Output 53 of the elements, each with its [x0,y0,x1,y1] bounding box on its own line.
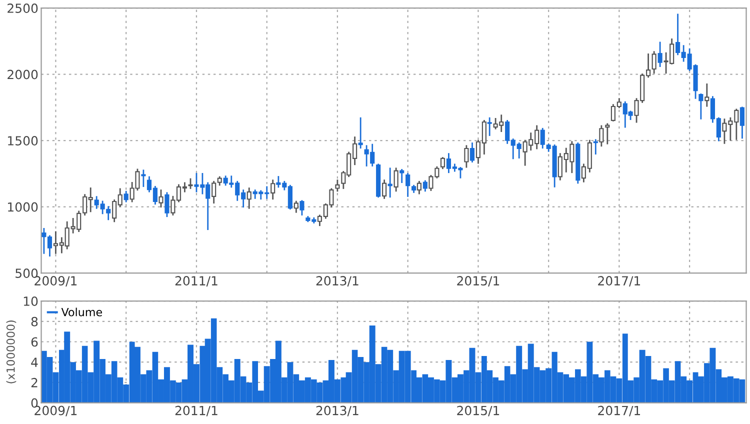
candlestick [464,145,469,168]
x-tick-label: 2017/1 [598,406,640,416]
candlestick [605,123,610,144]
candlestick [704,84,710,107]
candlestick [599,125,604,147]
candlestick [698,93,704,120]
x-tick-label: 2015/1 [457,276,500,286]
candlestick [440,157,446,170]
candlestick [394,168,398,192]
y-tick-label: 10 [24,296,38,306]
y-tick-label: 2000 [8,70,38,80]
candlestick [400,169,404,183]
y-tick-label: 500 [16,268,38,278]
candlestick [270,180,276,200]
y-tick-label: 6 [31,337,38,347]
x-tick-label: 2011/1 [175,276,218,286]
x-tick-label: 2015/1 [457,406,500,416]
candlestick [593,139,598,154]
y-tick-label: 1000 [8,202,38,212]
legend-label: Volume [61,308,102,316]
candlestick [358,117,363,149]
candlestick [487,117,492,136]
candlestick [141,170,146,187]
y-tick-label: 2 [31,378,38,388]
candlestick [158,190,164,208]
y-axis-title: (x1000000) [6,320,16,384]
y-tick-label: 1500 [8,136,38,146]
candlestick [246,188,252,209]
x-tick-label: 2011/1 [175,406,218,416]
candlestick [294,200,298,213]
candlestick [300,200,304,216]
x-tick-label: 2009/1 [34,406,77,416]
y-tick-label: 8 [31,316,38,326]
candlestick [124,190,128,202]
candlestick [652,51,656,74]
candlestick [164,192,170,218]
candlestick [406,172,410,197]
x-tick-label: 2009/1 [34,276,77,286]
x-tick-label: 2013/1 [316,406,358,416]
candlestick [422,180,428,192]
candlestick [188,178,193,189]
y-tick-label: 2500 [8,4,38,13]
candlestick [335,180,340,192]
x-tick-label: 2013/1 [316,276,358,286]
candlestick [658,42,662,68]
candlestick [740,106,744,139]
y-tick-label: 0 [31,398,38,408]
y-tick-label: 4 [31,358,38,367]
candlestick [388,168,392,198]
candlestick [416,180,422,194]
x-tick-label: 2017/1 [598,276,640,286]
candlestick [382,180,387,199]
candlestick [470,142,475,162]
